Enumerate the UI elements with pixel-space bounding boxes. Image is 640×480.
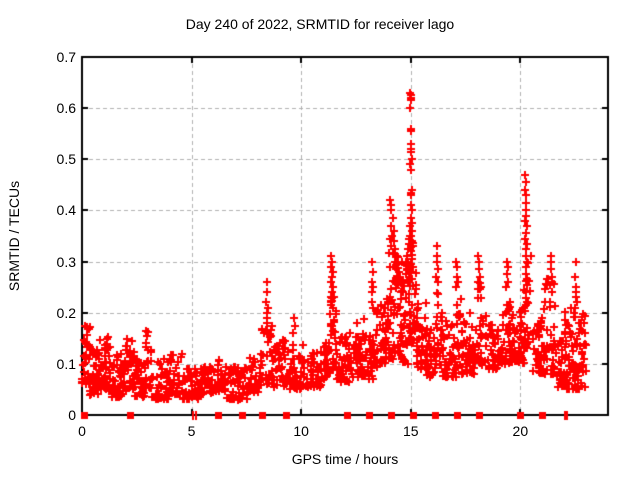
chart-title: Day 240 of 2022, SRMTID for receiver lag… <box>185 16 455 32</box>
y-axis-label: SRMTID / TECUs <box>6 180 22 292</box>
x-tick-label: 15 <box>402 423 419 439</box>
y-tick-label: 0 <box>68 407 76 423</box>
y-tick-label: 0.4 <box>56 202 76 219</box>
y-tick-label: 0.5 <box>56 151 76 168</box>
x-tick-label: 10 <box>293 423 309 439</box>
x-tick-label: 0 <box>78 423 86 439</box>
y-tick-label: 0.3 <box>56 253 76 270</box>
y-tick-label: 0.1 <box>56 355 76 372</box>
x-tick-label: 20 <box>512 423 529 439</box>
y-tick-label: 0.2 <box>56 304 76 321</box>
y-tick-label: 0.7 <box>56 49 76 65</box>
x-axis-label: GPS time / hours <box>291 451 399 467</box>
y-tick-label: 0.6 <box>56 100 76 117</box>
x-tick-label: 5 <box>187 423 196 439</box>
